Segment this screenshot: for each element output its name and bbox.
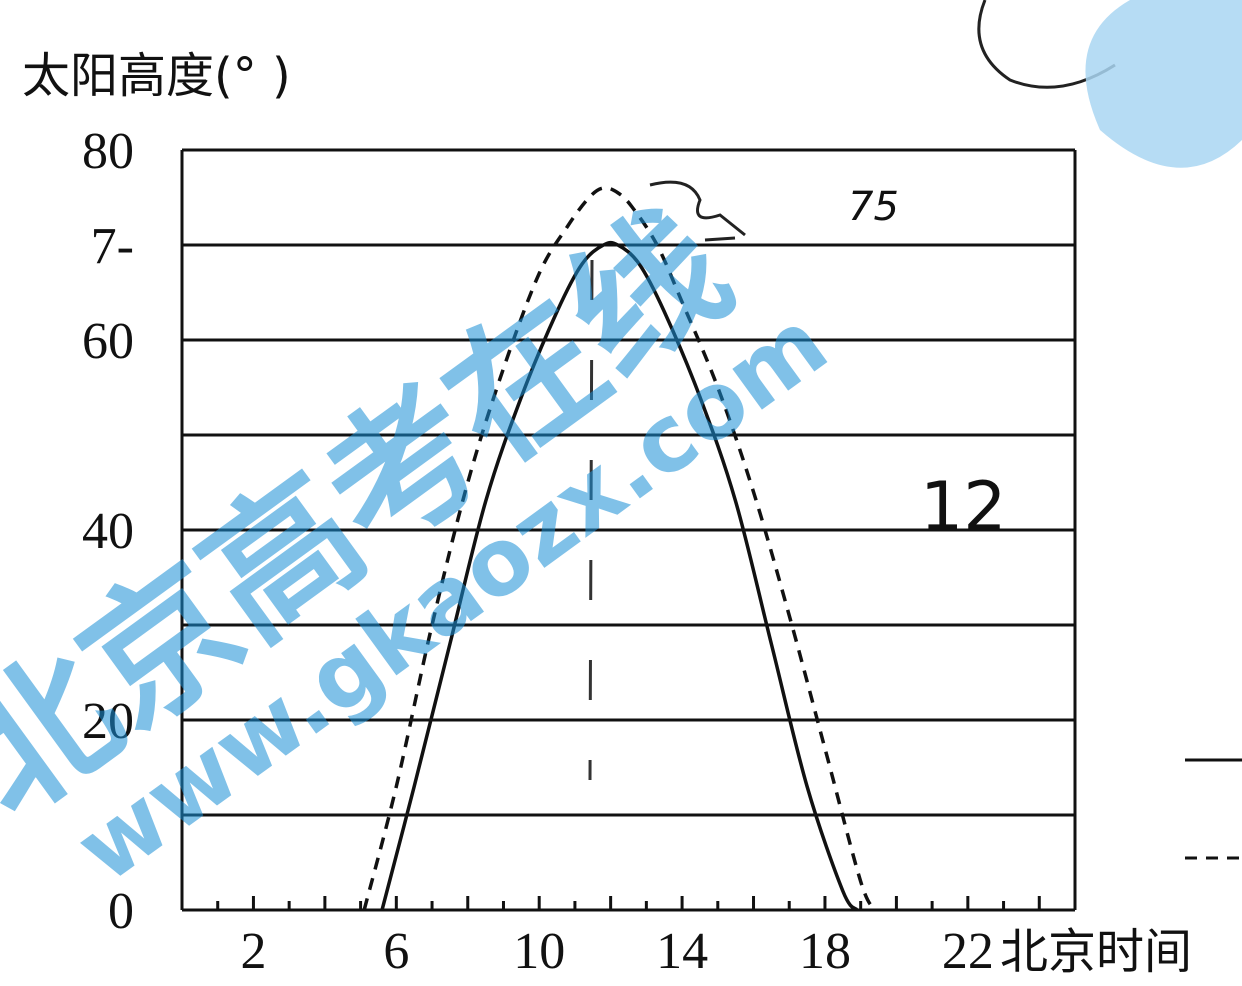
x-tick-label-18: 18: [799, 923, 851, 980]
y-tick-label-40: 40: [82, 503, 134, 560]
grid: [182, 148, 1075, 817]
scribble-mark: [649, 180, 746, 242]
series-line-solid: [380, 240, 859, 912]
noon-pencil-line: [588, 259, 594, 781]
x-tick-label-22: 22: [942, 923, 994, 980]
x-tick-label-14: 14: [656, 923, 708, 980]
y-tick-label-7-: 7-: [91, 218, 134, 275]
y-axis-title: 太阳高度(° ): [22, 48, 291, 104]
decorative-arc: [977, 0, 1116, 89]
y-tick-label-60: 60: [82, 313, 134, 370]
x-tick-label-2: 2: [240, 923, 266, 980]
y-tick-label-0: 0: [108, 883, 134, 940]
series-line-dashed: [362, 186, 877, 911]
y-tick-label-80: 80: [82, 123, 134, 180]
annotation-75: 75: [848, 184, 899, 230]
x-tick-label-6: 6: [383, 923, 409, 980]
x-axis-title: 北京时间: [1000, 924, 1192, 980]
y-tick-label-20: 20: [82, 693, 134, 750]
watermark-blob: [1085, 0, 1242, 168]
series-layer: [362, 186, 877, 912]
axes: 2 6 10 14 18 22 0 20 40 60 7- 80: [82, 123, 1077, 980]
annotation-12: 12: [920, 468, 1007, 547]
x-tick-label-10: 10: [513, 923, 565, 980]
